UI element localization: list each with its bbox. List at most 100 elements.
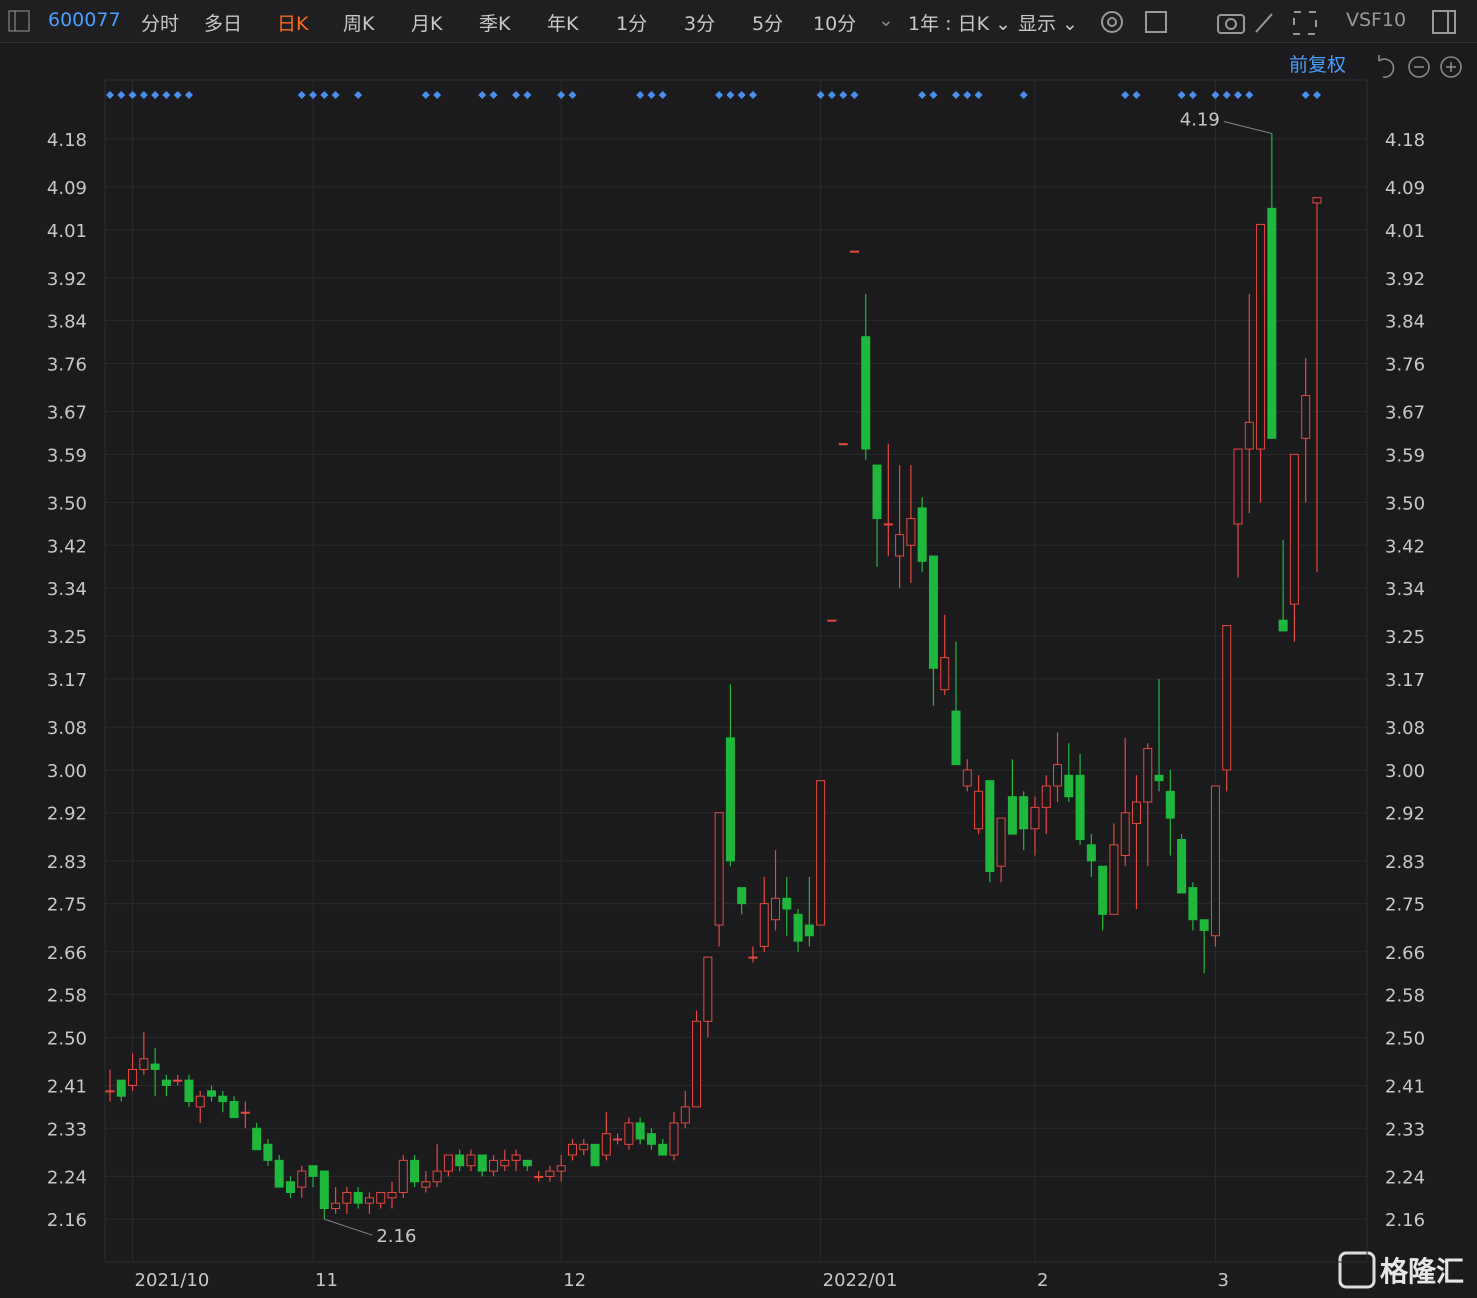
signal-marker	[737, 91, 746, 99]
period-tab[interactable]: 5分	[752, 13, 784, 35]
f10-button[interactable]: F10	[1371, 9, 1407, 31]
signal-marker	[918, 91, 927, 99]
signal-marker	[309, 91, 318, 99]
panel-icon[interactable]	[1432, 10, 1458, 34]
box-icon[interactable]	[1145, 11, 1167, 33]
signal-marker	[1234, 91, 1242, 99]
y-tick-label-right: 3.67	[1385, 403, 1425, 424]
period-tab[interactable]: 年K	[547, 13, 579, 35]
y-tick-label: 2.41	[47, 1077, 87, 1098]
candle-body	[353, 1191, 363, 1204]
signal-marker	[636, 91, 645, 99]
candle-body	[1131, 801, 1141, 824]
period-tab[interactable]: 周K	[343, 13, 375, 35]
period-tab[interactable]: 1分	[616, 13, 648, 35]
candle-body	[207, 1090, 217, 1097]
candle-body	[1007, 796, 1017, 835]
x-tick-label: 2	[1037, 1270, 1048, 1291]
period-tab[interactable]: 3分	[684, 13, 716, 35]
candle-body	[624, 1122, 634, 1145]
candle-body	[962, 769, 972, 787]
candle-body	[1244, 421, 1254, 450]
period-tab-active[interactable]: 日K	[277, 13, 309, 35]
candle-body	[567, 1143, 577, 1156]
x-tick-label: 11	[315, 1270, 338, 1291]
period-tab[interactable]: 多日	[204, 13, 243, 35]
candle-body	[1154, 774, 1164, 782]
signal-marker	[839, 91, 848, 99]
signal-marker	[1301, 91, 1310, 99]
candle-body	[105, 1090, 115, 1093]
vs-button[interactable]: VS	[1346, 9, 1372, 31]
range-select[interactable]: 1年 : 日K ⌄	[908, 13, 1011, 35]
period-tab[interactable]: 分时	[141, 13, 180, 35]
fullscreen-icon[interactable]	[1293, 11, 1317, 35]
signal-marker	[1312, 91, 1321, 99]
candle-body	[285, 1181, 295, 1193]
candle-body	[173, 1079, 183, 1082]
y-tick-label: 3.76	[47, 354, 87, 375]
candle-body	[522, 1159, 532, 1167]
y-tick-label: 3.67	[47, 403, 87, 424]
signal-marker	[523, 91, 532, 99]
y-tick-label: 2.92	[47, 804, 87, 825]
candle-body	[883, 523, 893, 526]
y-tick-label-right: 3.34	[1385, 579, 1425, 600]
tool-icons	[1101, 11, 1317, 35]
period-tab[interactable]: 10分	[813, 13, 857, 35]
signal-marker	[658, 91, 667, 99]
y-tick-label: 2.75	[47, 895, 87, 916]
period-tab[interactable]: 月K	[411, 13, 443, 35]
signal-marker	[1132, 91, 1141, 99]
candle-body	[150, 1063, 160, 1070]
signal-marker	[297, 91, 306, 99]
period-tab[interactable]: 季K	[479, 13, 511, 35]
candle-body	[1120, 812, 1130, 857]
y-tick-label: 4.01	[47, 221, 87, 242]
candle-body	[1053, 764, 1063, 787]
candle-body	[804, 924, 814, 937]
candle-body	[725, 737, 735, 862]
signal-marker	[433, 91, 442, 99]
settings-icon[interactable]	[1101, 11, 1123, 33]
x-tick-label: 12	[563, 1270, 586, 1291]
x-tick-label: 3	[1217, 1270, 1228, 1291]
candle-body	[387, 1191, 397, 1199]
candle-body	[1233, 448, 1243, 525]
candle-body	[1312, 197, 1322, 204]
signal-marker	[106, 91, 114, 99]
signal-marker	[354, 91, 363, 99]
signal-marker	[421, 91, 430, 99]
signal-marker	[162, 91, 171, 99]
candle-body	[443, 1154, 453, 1172]
display-menu[interactable]: 显示 ⌄	[1018, 13, 1078, 35]
zoom-controls	[1378, 55, 1462, 78]
candle-body	[1075, 774, 1085, 840]
candle-body	[218, 1095, 228, 1103]
zoom-out[interactable]	[1408, 56, 1430, 78]
more-arrow[interactable]: ⌄	[878, 9, 894, 31]
candle-body	[466, 1154, 476, 1167]
candle-body	[410, 1159, 420, 1183]
candle-body	[1188, 887, 1198, 921]
reset-icon[interactable]	[1378, 55, 1395, 78]
signal-marker	[974, 91, 983, 99]
y-tick-label-right: 3.17	[1385, 670, 1425, 691]
signal-marker	[952, 91, 960, 99]
y-tick-label-right: 2.33	[1385, 1119, 1425, 1140]
signal-marker	[1121, 91, 1130, 99]
candle-body	[1086, 844, 1096, 862]
candle-body	[906, 518, 916, 546]
x-tick-label: 2021/10	[135, 1270, 210, 1291]
candle-body	[703, 956, 713, 1022]
signal-marker	[1188, 91, 1197, 99]
zoom-in[interactable]	[1440, 56, 1462, 78]
camera-icon[interactable]	[1217, 14, 1245, 34]
y-tick-label: 3.42	[47, 536, 87, 557]
stock-code[interactable]: 600077	[48, 9, 121, 31]
adjust-mode[interactable]: 前复权	[1289, 54, 1346, 76]
pen-icon[interactable]	[1255, 13, 1273, 33]
sidebar-icon[interactable]	[8, 10, 32, 34]
candle-body	[116, 1079, 126, 1097]
